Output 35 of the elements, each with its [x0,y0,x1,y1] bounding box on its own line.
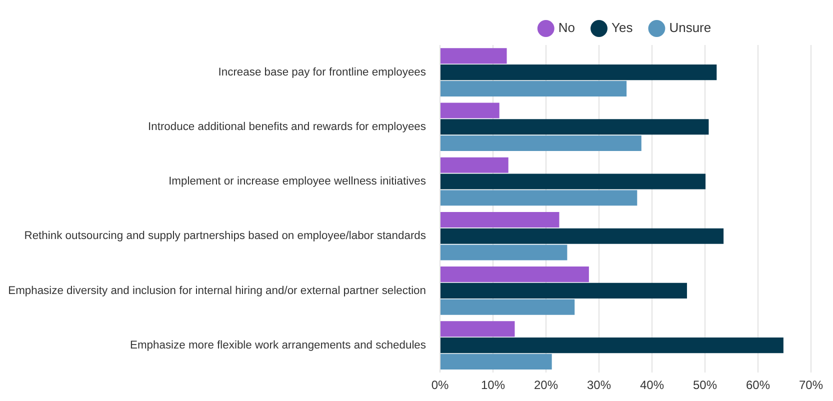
bar [440,244,568,260]
y-tick-label: Emphasize diversity and inclusion for internal hiring and/or external partner selection [8,284,426,297]
bar [440,299,575,315]
y-tick-label: Increase base pay for frontline employees [218,66,426,78]
bar [440,119,709,135]
x-tick-label: 70% [798,378,824,392]
bar [440,157,508,173]
y-tick-label: Implement or increase employee wellness initiatives [168,176,426,188]
legend-label: No [558,20,576,36]
y-tick-label: Introduce additional benefits and rewards for employees [148,120,426,133]
bar [440,266,589,282]
bar [440,80,627,96]
bar [440,102,500,118]
bar [440,136,642,152]
bar [440,354,552,370]
x-tick-label: 50% [692,378,718,392]
x-tick-label: 10% [480,378,506,392]
legend-label: Yes [612,20,634,36]
x-tick-label: 20% [534,378,558,392]
x-tick-label: 40% [640,378,664,392]
bar [440,174,706,190]
bar [440,212,560,228]
bar [440,64,717,80]
bar [440,282,687,298]
legend-label: Unsure [669,20,712,36]
bar [440,338,784,354]
bar [440,321,515,337]
y-tick-label: Rethink outsourcing and supply partnerships based on employee/labor standards [24,230,426,242]
x-tick-label: 60% [746,378,770,392]
x-tick-label: 0% [431,378,449,392]
x-tick-label: 30% [586,378,612,392]
y-tick-label: Emphasize more flexible work arrangements and schedules [130,339,426,352]
bar [440,228,724,244]
bar [440,190,638,206]
bar [440,48,507,64]
